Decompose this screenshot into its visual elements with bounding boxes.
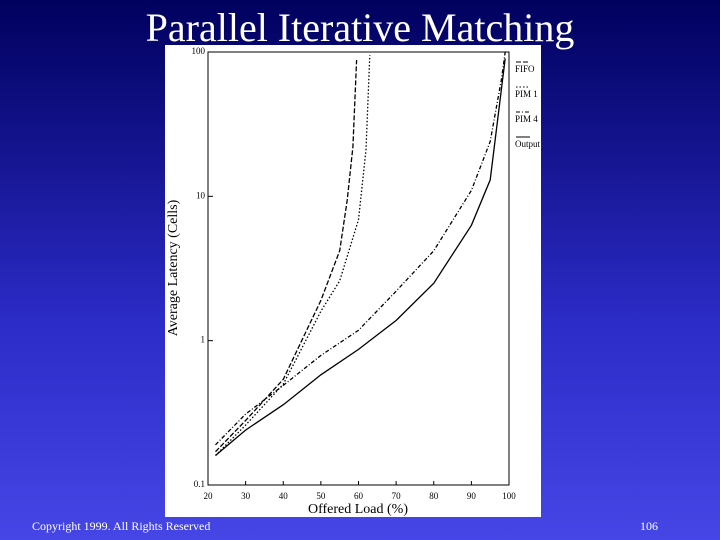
legend-label: Output [515,139,541,149]
x-axis-label: Offered Load (%) [308,502,408,517]
y-axis-label: Average Latency (Cells) [166,199,181,336]
x-tick-label: 40 [279,491,289,501]
y-tick-label: 1 [201,335,206,345]
legend-label: PIM 1 [515,89,538,99]
slide-title: Parallel Iterative Matching [145,5,575,50]
x-tick-label: 20 [204,491,214,501]
series-line [215,59,358,453]
x-tick-label: 70 [392,491,402,501]
x-tick-label: 50 [316,491,326,501]
y-tick-label: 10 [196,190,206,200]
legend-label: PIM 4 [515,114,538,124]
page-number: 106 [640,519,658,533]
footer: Copyright 1999. All Rights Reserved [32,519,211,533]
x-tick-label: 30 [241,491,251,501]
y-tick-label: 100 [192,46,206,56]
series-line [215,58,506,456]
y-tick-label: 0.1 [194,479,205,489]
x-tick-label: 100 [502,491,516,501]
series-line [215,51,506,446]
legend-label: FIFO [515,64,535,74]
x-tick-label: 90 [467,491,477,501]
x-tick-label: 80 [429,491,439,501]
x-tick-label: 60 [354,491,364,501]
